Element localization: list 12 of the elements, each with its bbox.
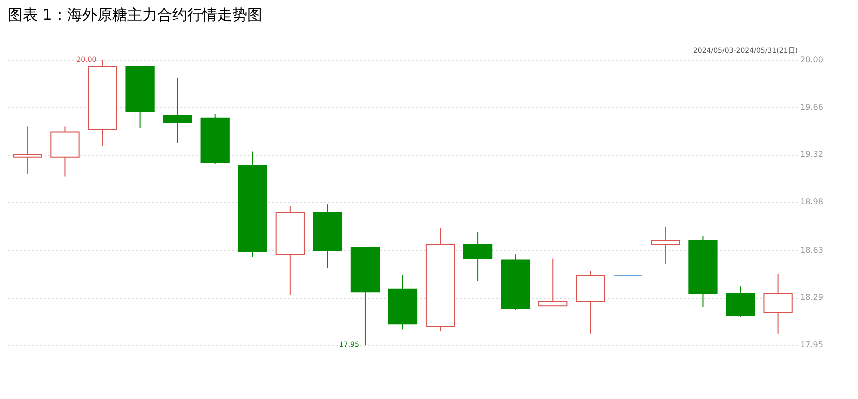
y-tick-label: 18.29: [800, 293, 824, 302]
y-tick-label: 19.32: [800, 150, 824, 160]
y-tick-label: 20.00: [800, 56, 824, 64]
y-tick-label: 18.98: [800, 197, 824, 206]
y-tick-label: 17.95: [800, 340, 824, 350]
candlestick: [163, 78, 192, 144]
candlestick: [538, 258, 568, 307]
y-tick-label: 19.66: [800, 102, 824, 112]
candlestick: [13, 126, 42, 174]
candlestick: [651, 226, 680, 265]
y-tick-label: 18.63: [800, 246, 824, 255]
chart-title: 图表 1：海外原糖主力合约行情走势图: [8, 6, 262, 24]
